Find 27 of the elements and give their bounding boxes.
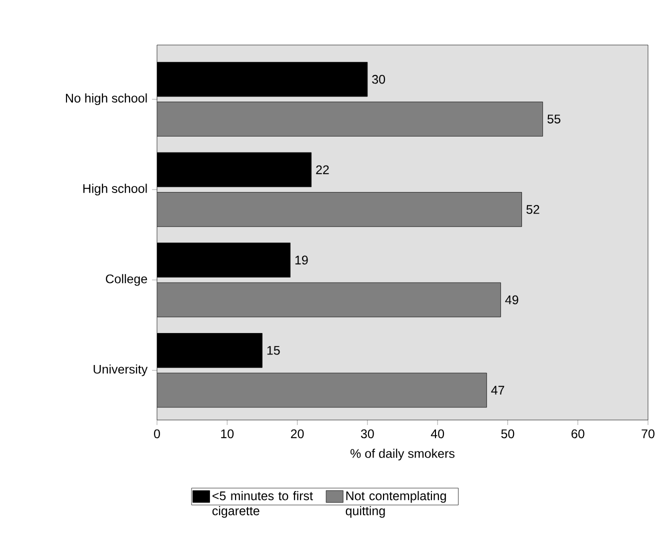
x-tick-label: 0 bbox=[154, 429, 160, 438]
y-tick-label: No high school bbox=[66, 93, 147, 106]
bar bbox=[157, 282, 501, 318]
y-tick-label: University bbox=[94, 364, 148, 376]
y-tick-label: College bbox=[106, 274, 148, 286]
x-tick-label: 30 bbox=[360, 429, 374, 438]
x-axis-title: % of daily smokers bbox=[350, 448, 454, 460]
bar bbox=[157, 102, 543, 136]
bar bbox=[157, 192, 522, 227]
data-label: 47 bbox=[491, 386, 504, 394]
data-label: 15 bbox=[267, 346, 280, 355]
data-label: 19 bbox=[295, 256, 308, 264]
x-tick-label: 20 bbox=[290, 429, 304, 438]
legend-label: <5 minutes to first cigarette bbox=[212, 491, 313, 518]
x-tick-label: 70 bbox=[642, 429, 654, 438]
data-label: 52 bbox=[526, 205, 540, 214]
y-tick-label: High school bbox=[83, 184, 147, 196]
x-tick-label: 40 bbox=[430, 429, 444, 438]
data-label: 22 bbox=[316, 165, 329, 174]
x-tick-label: 50 bbox=[501, 429, 514, 438]
x-tick-label: 60 bbox=[572, 429, 584, 438]
legend-label: Not contemplating quitting bbox=[346, 491, 446, 518]
data-label: 49 bbox=[505, 295, 518, 304]
bar bbox=[157, 372, 487, 408]
data-label: 55 bbox=[547, 114, 560, 124]
data-label: 30 bbox=[372, 74, 386, 84]
x-tick-label: 10 bbox=[221, 429, 234, 438]
